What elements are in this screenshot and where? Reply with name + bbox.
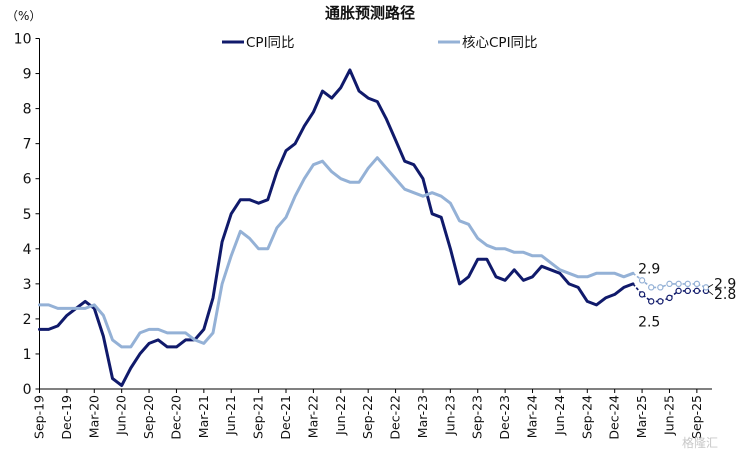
legend-label-core-cpi: 核心CPI同比 [462, 35, 538, 51]
forecast-point-cpi [657, 298, 664, 305]
x-tick-label: Sep-24 [579, 395, 594, 439]
annotation-leader [707, 290, 714, 296]
annotation-label: 2.8 [714, 287, 736, 303]
y-axis: 0 1 2 3 4 5 6 7 8 9 10 [14, 32, 40, 398]
x-tick-label: Mar-25 [634, 395, 649, 438]
chart-title: 通胀预测路径 [325, 4, 415, 22]
x-tick-label: Jun-23 [442, 395, 457, 436]
annotation-layer: 2.92.52.92.8 [638, 261, 736, 330]
y-tick-label: 9 [23, 67, 32, 83]
annotation-label: 2.9 [714, 276, 736, 292]
y-tick-label: 8 [23, 102, 32, 118]
forecast-point-cpi [675, 287, 682, 295]
y-tick-label: 4 [23, 242, 32, 258]
y-tick-label: 2 [23, 312, 32, 328]
watermark: 格隆汇 [682, 435, 718, 450]
x-tick-label: Jun-22 [333, 395, 348, 436]
x-tick-label: Sep-19 [32, 395, 47, 439]
x-tick-label: Sep-21 [251, 395, 266, 439]
forecast-point-cpi [684, 287, 691, 295]
forecast-point-core-cpi [657, 284, 664, 291]
legend-label-cpi: CPI同比 [246, 35, 295, 51]
series-line-cpi [38, 68, 635, 387]
x-tick-label: Mar-23 [415, 395, 430, 438]
y-axis-unit-label: （%） [6, 9, 41, 23]
x-tick-label: Sep-23 [470, 395, 485, 439]
forecast-point-core-cpi [648, 284, 655, 291]
x-tick-label: Sep-25 [689, 395, 704, 439]
y-tick-label: 10 [14, 32, 32, 48]
forecast-point-core-cpi [684, 280, 691, 288]
x-tick-label: Mar-22 [305, 395, 320, 438]
x-tick-label: Dec-19 [59, 395, 74, 440]
annotation-leader [707, 284, 714, 288]
forecast-point-core-cpi [675, 280, 682, 288]
annotation-label: 2.9 [638, 261, 660, 277]
x-tick-label: Dec-20 [168, 395, 183, 440]
forecast-point-cpi [666, 294, 673, 302]
x-tick-label: Dec-23 [497, 395, 512, 440]
forecast-point-core-cpi [693, 280, 701, 288]
y-tick-label: 1 [23, 347, 32, 363]
annotation-label: 2.5 [638, 314, 660, 330]
x-tick-label: Mar-21 [196, 395, 211, 438]
x-tick-label: Sep-22 [360, 395, 375, 439]
legend: CPI同比 核心CPI同比 [222, 35, 538, 51]
forecast-point-cpi [648, 298, 655, 305]
x-tick-label: Jun-25 [661, 395, 676, 436]
x-tick-label: Dec-24 [607, 395, 622, 440]
y-tick-label: 5 [23, 207, 32, 223]
forecast-point-cpi [638, 291, 646, 298]
y-tick-label: 6 [23, 172, 32, 188]
y-tick-label: 7 [23, 137, 32, 153]
series-line-core-cpi [38, 156, 635, 349]
x-tick-label: Dec-22 [388, 395, 403, 440]
x-tick-label: Jun-20 [114, 395, 129, 436]
x-tick-label: Jun-24 [552, 395, 567, 436]
x-tick-label: Jun-21 [223, 395, 238, 436]
forecast-point-core-cpi [638, 277, 646, 284]
x-axis: Sep-19 Dec-19 Mar-20 Jun-20 Sep-20 Dec-20 Mar-… [32, 388, 712, 440]
y-tick-label: 3 [23, 277, 32, 293]
x-tick-label: Mar-24 [525, 395, 540, 438]
forecast-point-core-cpi [666, 280, 673, 288]
x-tick-label: Dec-21 [278, 395, 293, 440]
y-tick-label: 0 [23, 382, 32, 398]
forecast-point-core-cpi [702, 284, 710, 291]
forecast-point-cpi [693, 287, 701, 295]
x-tick-label: Sep-20 [141, 395, 156, 439]
series-layer [38, 68, 710, 387]
x-tick-label: Mar-20 [86, 395, 101, 438]
